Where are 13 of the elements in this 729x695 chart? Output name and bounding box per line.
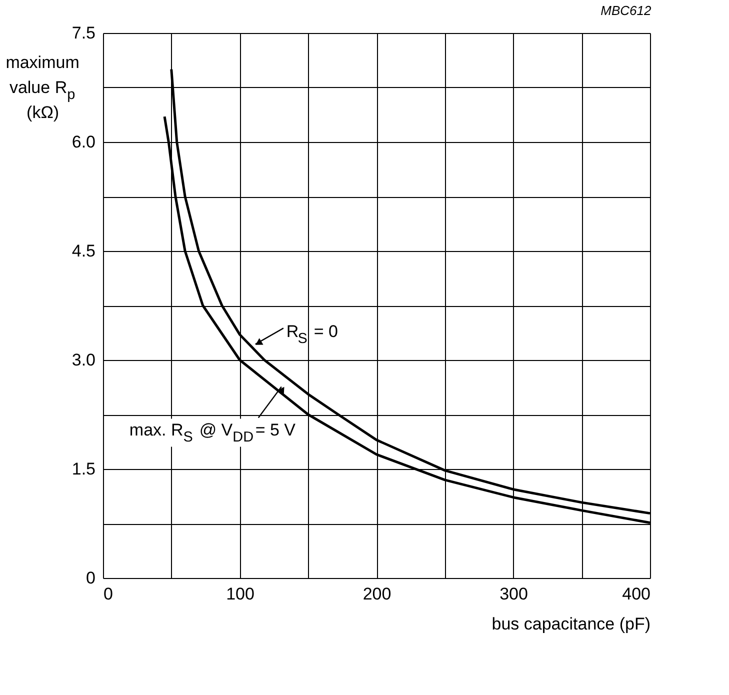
y-tick-label: 7.5 [72, 24, 96, 42]
y-tick-label: 0 [86, 568, 96, 588]
x-tick-label: 200 [362, 584, 392, 604]
y-tick-label: 3.0 [72, 350, 96, 370]
chart-title: MBC612 [600, 3, 652, 18]
y-tick-label: 1.5 [72, 460, 96, 478]
x-tick-label: 300 [500, 584, 528, 604]
y-tick-label: 6.0 [72, 132, 96, 152]
x-axis-title: bus capacitance (pF) [492, 614, 650, 634]
y-tick-label: 4.5 [72, 242, 96, 260]
x-tick-label: 400 [622, 584, 650, 604]
x-tick-label: 0 [104, 584, 113, 604]
x-tick-label: 100 [226, 584, 254, 604]
